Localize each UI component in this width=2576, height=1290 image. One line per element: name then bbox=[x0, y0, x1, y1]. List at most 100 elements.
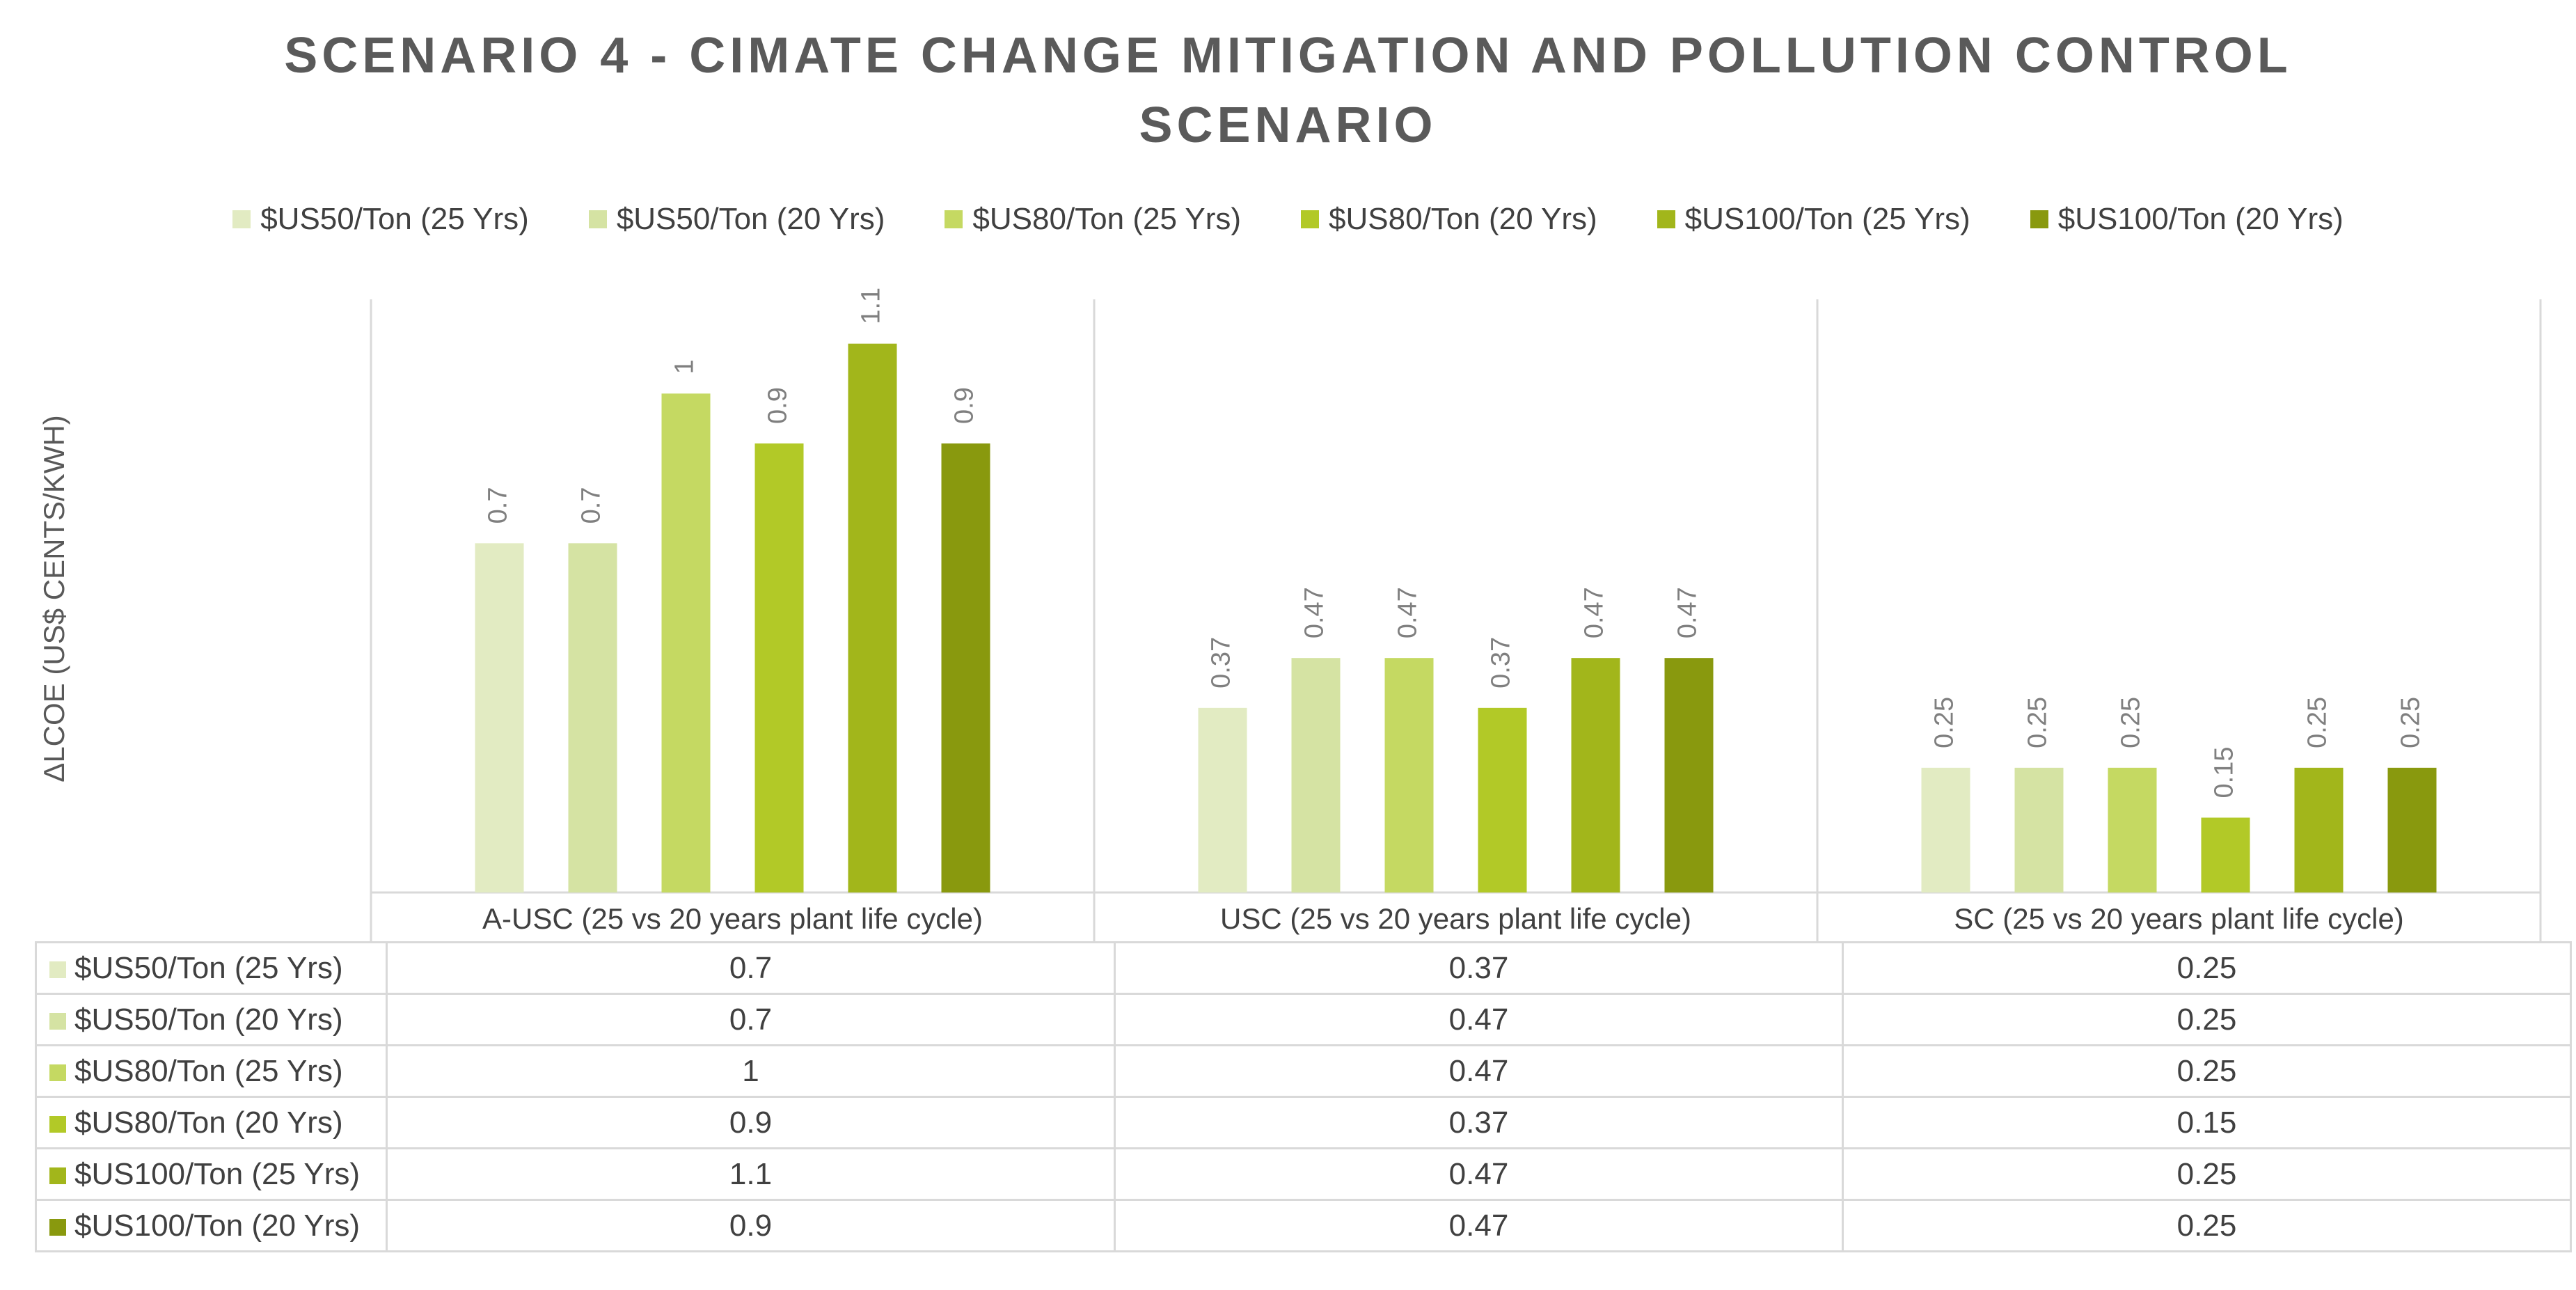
bar-data-label: 0.25 bbox=[1930, 697, 1959, 748]
table-cell: 0.25 bbox=[1842, 993, 2572, 1046]
bar bbox=[1664, 658, 1714, 892]
legend-item: $US80/Ton (20 Yrs) bbox=[1301, 202, 1597, 237]
table-swatch bbox=[49, 1012, 66, 1030]
table-row: $US80/Ton (25 Yrs) 1 0.47 0.25 bbox=[35, 1044, 2572, 1098]
legend-swatch bbox=[1301, 210, 1320, 228]
table-series-name: $US80/Ton (20 Yrs) bbox=[74, 1105, 343, 1140]
bar-data-label: 0.25 bbox=[2023, 697, 2053, 748]
table-row: $US50/Ton (20 Yrs) 0.7 0.47 0.25 bbox=[35, 993, 2572, 1046]
bar-data-label: 0.37 bbox=[1487, 637, 1516, 689]
table-cell: 0.25 bbox=[1842, 1199, 2572, 1252]
legend-swatch bbox=[945, 210, 963, 228]
bar-data-label: 0.47 bbox=[1393, 587, 1423, 638]
table-cell: 0.9 bbox=[386, 1096, 1116, 1149]
table-series-name: $US80/Ton (25 Yrs) bbox=[74, 1053, 343, 1088]
legend-label: $US50/Ton (25 Yrs) bbox=[260, 202, 529, 236]
table-swatch bbox=[49, 1064, 66, 1081]
table-cell: 0.47 bbox=[1114, 1199, 1844, 1252]
legend-item: $US50/Ton (25 Yrs) bbox=[232, 202, 529, 237]
table-cell: 0.47 bbox=[1114, 1044, 1844, 1098]
table-swatch bbox=[49, 1218, 66, 1236]
legend-item: $US80/Ton (25 Yrs) bbox=[945, 202, 1241, 237]
table-cell: 0.7 bbox=[386, 941, 1116, 995]
bar bbox=[1478, 707, 1527, 892]
category-axis-label: USC (25 vs 20 years plant life cycle) bbox=[1220, 902, 1691, 935]
bar-data-label: 0.47 bbox=[1580, 587, 1609, 638]
table-series-cell: $US100/Ton (25 Yrs) bbox=[35, 1147, 388, 1201]
legend-item: $US50/Ton (20 Yrs) bbox=[588, 202, 885, 237]
table-cell: 0.47 bbox=[1114, 1147, 1844, 1201]
table-cell: 0.37 bbox=[1114, 941, 1844, 995]
bar-data-label: 0.15 bbox=[2210, 747, 2239, 799]
bar bbox=[941, 443, 990, 892]
legend-item: $US100/Ton (25 Yrs) bbox=[1657, 202, 1970, 237]
table-series-name: $US100/Ton (25 Yrs) bbox=[74, 1156, 361, 1191]
bar bbox=[2294, 767, 2344, 892]
legend-item: $US100/Ton (20 Yrs) bbox=[2030, 202, 2344, 237]
data-table: $US50/Ton (25 Yrs) 0.7 0.37 0.25 $US50/Ton (… bbox=[35, 941, 2572, 1252]
bar-data-label: 0.25 bbox=[2303, 697, 2332, 748]
bar bbox=[568, 543, 617, 892]
table-row: $US100/Ton (20 Yrs) 0.9 0.47 0.25 bbox=[35, 1199, 2572, 1252]
table-row: $US50/Ton (25 Yrs) 0.7 0.37 0.25 bbox=[35, 941, 2572, 995]
table-series-name: $US50/Ton (20 Yrs) bbox=[74, 1002, 343, 1037]
table-cell: 0.37 bbox=[1114, 1096, 1844, 1149]
bar-data-label: 0.7 bbox=[484, 487, 513, 524]
legend-label: $US80/Ton (25 Yrs) bbox=[972, 202, 1242, 236]
table-swatch bbox=[49, 1115, 66, 1133]
bar bbox=[1921, 767, 1970, 892]
bar bbox=[1198, 707, 1247, 892]
table-series-name: $US100/Ton (20 Yrs) bbox=[74, 1208, 361, 1243]
bar bbox=[475, 543, 524, 892]
bar bbox=[2014, 767, 2064, 892]
chart-title-line-1: SCENARIO 4 - CIMATE CHANGE MITIGATION AN… bbox=[284, 28, 2292, 84]
legend-swatch bbox=[232, 210, 251, 228]
category-axis-label: SC (25 vs 20 years plant life cycle) bbox=[1954, 902, 2404, 935]
bar bbox=[2201, 817, 2250, 892]
legend-swatch bbox=[1657, 210, 1675, 228]
bar-data-label: 1 bbox=[670, 359, 700, 374]
table-cell: 0.47 bbox=[1114, 993, 1844, 1046]
bar bbox=[754, 443, 804, 892]
table-series-name: $US50/Ton (25 Yrs) bbox=[74, 950, 343, 985]
table-cell: 0.15 bbox=[1842, 1096, 2572, 1149]
bar bbox=[2387, 767, 2437, 892]
legend-label: $US100/Ton (25 Yrs) bbox=[1684, 202, 1970, 236]
legend-label: $US50/Ton (20 Yrs) bbox=[616, 202, 885, 236]
bar bbox=[1291, 658, 1341, 892]
bar bbox=[2108, 767, 2157, 892]
table-cell: 0.25 bbox=[1842, 1147, 2572, 1201]
bar-data-label: 1.1 bbox=[857, 288, 886, 324]
bar-data-label: 0.9 bbox=[764, 387, 793, 424]
legend-label: $US80/Ton (20 Yrs) bbox=[1329, 202, 1597, 236]
bar bbox=[661, 393, 711, 892]
table-series-cell: $US50/Ton (25 Yrs) bbox=[35, 941, 388, 995]
legend: $US50/Ton (25 Yrs) $US50/Ton (20 Yrs) $US8… bbox=[0, 202, 2576, 237]
table-row: $US100/Ton (25 Yrs) 1.1 0.47 0.25 bbox=[35, 1147, 2572, 1201]
bar bbox=[1571, 658, 1620, 892]
table-swatch bbox=[49, 1167, 66, 1184]
table-cell: 1.1 bbox=[386, 1147, 1116, 1201]
legend-label: $US100/Ton (20 Yrs) bbox=[2057, 202, 2344, 236]
table-cell: 0.25 bbox=[1842, 941, 2572, 995]
table-cell: 0.25 bbox=[1842, 1044, 2572, 1098]
bar-data-label: 0.9 bbox=[950, 387, 979, 424]
bar bbox=[848, 343, 897, 893]
legend-swatch bbox=[588, 210, 607, 228]
chart-title-line-2: SCENARIO bbox=[1139, 97, 1437, 153]
table-series-cell: $US100/Ton (20 Yrs) bbox=[35, 1199, 388, 1252]
table-swatch bbox=[49, 961, 66, 978]
table-cell: 0.9 bbox=[386, 1199, 1116, 1252]
table-series-cell: $US50/Ton (20 Yrs) bbox=[35, 993, 388, 1046]
table-series-cell: $US80/Ton (25 Yrs) bbox=[35, 1044, 388, 1098]
table-cell: 1 bbox=[386, 1044, 1116, 1098]
bar bbox=[1384, 658, 1434, 892]
table-row: $US80/Ton (20 Yrs) 0.9 0.37 0.15 bbox=[35, 1096, 2572, 1149]
bar-data-label: 0.47 bbox=[1673, 587, 1702, 638]
bar-data-label: 0.37 bbox=[1207, 637, 1236, 689]
bar-data-label: 0.7 bbox=[577, 487, 606, 524]
bar-data-label: 0.25 bbox=[2117, 697, 2146, 748]
bar-data-label: 0.47 bbox=[1300, 587, 1329, 638]
table-cell: 0.7 bbox=[386, 993, 1116, 1046]
